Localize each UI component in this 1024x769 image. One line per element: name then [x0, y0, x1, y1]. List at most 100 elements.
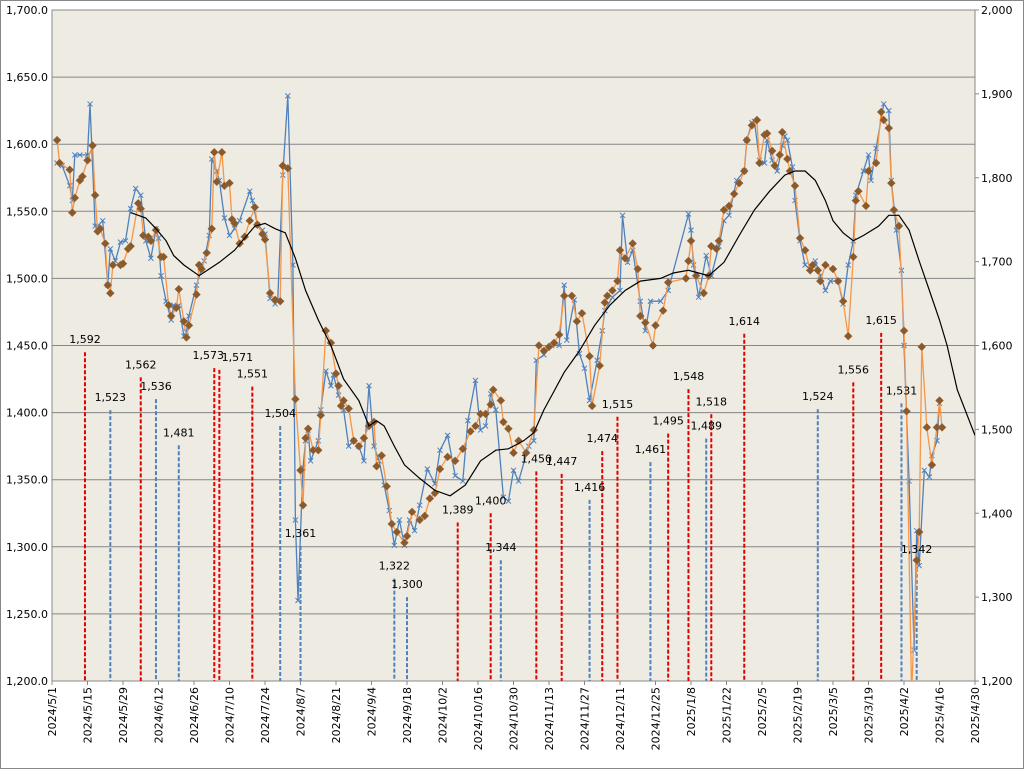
series-point-blue — [416, 502, 423, 509]
y-right-tick-label: 1,700 — [981, 256, 1013, 269]
drop-line-label: 1,548 — [673, 370, 705, 383]
series-point-orange — [230, 219, 239, 228]
series-point-blue — [117, 239, 124, 246]
drop-line-label: 1,614 — [729, 315, 761, 328]
y-left-tick-label: 1,650.0 — [6, 71, 48, 84]
series-point-orange — [260, 235, 270, 244]
series-point-orange — [879, 115, 889, 125]
series-point-orange — [876, 107, 886, 117]
drop-line-label: 1,400 — [475, 494, 507, 507]
series-point-orange — [331, 369, 341, 379]
series-point-orange — [861, 201, 871, 211]
drop-line-label: 1,361 — [285, 527, 317, 540]
x-tick-label: 2024/5/15 — [82, 687, 95, 743]
series-point-blue — [505, 498, 512, 505]
series-point-orange — [567, 291, 577, 301]
series-point-blue — [685, 211, 692, 217]
x-tick-label: 2025/4/30 — [969, 687, 982, 743]
series-point-blue — [916, 562, 923, 569]
x-tick-label: 2024/8/21 — [330, 687, 343, 743]
drop-line-label: 1,342 — [901, 543, 933, 556]
drop-line-label: 1,447 — [546, 455, 578, 468]
drop-line-label: 1,300 — [391, 578, 423, 591]
series-point-blue — [860, 168, 867, 174]
series-point-orange — [407, 507, 417, 517]
series-point-orange — [714, 236, 724, 246]
x-tick-label: 2024/10/16 — [472, 687, 485, 750]
series-point-orange — [554, 330, 564, 340]
series-point-orange — [833, 276, 843, 286]
series-point-blue — [328, 382, 334, 389]
series-point-orange — [914, 527, 924, 537]
series-point-orange — [443, 452, 452, 462]
series-point-blue — [236, 217, 243, 224]
series-point-orange — [734, 178, 744, 188]
series-point-blue — [87, 101, 93, 107]
x-tick-label: 2024/10/30 — [508, 687, 521, 750]
series-point-orange — [602, 291, 612, 301]
plot-content — [52, 93, 975, 681]
series-point-orange — [83, 155, 92, 165]
x-tick-label: 2024/6/12 — [153, 687, 166, 743]
drop-line-label: 1,450 — [521, 452, 553, 465]
series-point-orange — [118, 259, 128, 268]
series-point-blue — [563, 337, 570, 343]
series-point-blue — [249, 197, 256, 204]
series-point-orange — [747, 121, 757, 130]
drop-line-label: 1,489 — [690, 420, 722, 433]
series-point-orange — [108, 260, 118, 270]
series-point-blue — [148, 255, 154, 262]
series-point-blue — [594, 357, 601, 364]
series-point-orange — [499, 417, 508, 427]
series-point-blue — [396, 517, 403, 523]
series-point-blue — [132, 185, 139, 192]
series-point-orange — [146, 236, 156, 246]
y-left-tick-label: 1,350.0 — [6, 474, 48, 487]
series-point-blue — [411, 527, 418, 534]
drop-line-label: 1,615 — [865, 314, 897, 327]
series-point-orange — [739, 166, 749, 176]
y-left-tick-label: 1,300.0 — [6, 541, 48, 554]
series-point-orange — [182, 333, 191, 342]
y-left-tick-label: 1,700.0 — [6, 4, 48, 17]
series-point-blue — [345, 443, 352, 450]
series-point-blue — [510, 467, 517, 474]
series-point-orange — [851, 196, 861, 205]
x-tick-label: 2024/11/13 — [543, 687, 556, 750]
drop-line-label: 1,556 — [838, 363, 870, 376]
series-point-blue — [492, 407, 499, 413]
x-tick-label: 2025/4/2 — [898, 687, 911, 736]
series-point-orange — [864, 166, 873, 176]
series-point-orange — [691, 271, 701, 281]
series-point-orange — [899, 326, 909, 336]
series-point-orange — [719, 205, 729, 215]
series-point-orange — [344, 404, 354, 413]
series-point-orange — [595, 361, 605, 370]
y-left-tick-label: 1,550.0 — [6, 205, 48, 218]
series-point-orange — [600, 298, 610, 307]
series-point-orange — [245, 216, 255, 226]
series-point-blue — [581, 365, 588, 372]
series-point-orange — [813, 265, 823, 275]
series-point-orange — [615, 245, 625, 255]
series-point-orange — [886, 178, 896, 188]
series-point-orange — [471, 421, 480, 431]
series-point-blue — [307, 458, 314, 464]
series-point-orange — [70, 193, 80, 203]
drop-line-label: 1,495 — [652, 415, 684, 428]
series-point-orange — [808, 260, 818, 270]
series-point-blue — [366, 382, 372, 389]
series-point-orange — [488, 385, 498, 395]
series-point-orange — [770, 161, 780, 171]
series-point-orange — [136, 204, 146, 213]
drop-line-label: 1,322 — [379, 560, 411, 573]
series-point-orange — [633, 264, 643, 274]
series-point-blue — [822, 287, 829, 294]
series-point-orange — [105, 288, 115, 298]
x-tick-label: 2025/3/19 — [863, 687, 876, 743]
x-tick-label: 2024/6/26 — [188, 687, 201, 743]
series-point-orange — [458, 444, 468, 454]
series-point-orange — [100, 239, 110, 248]
series-point-orange — [785, 166, 795, 176]
